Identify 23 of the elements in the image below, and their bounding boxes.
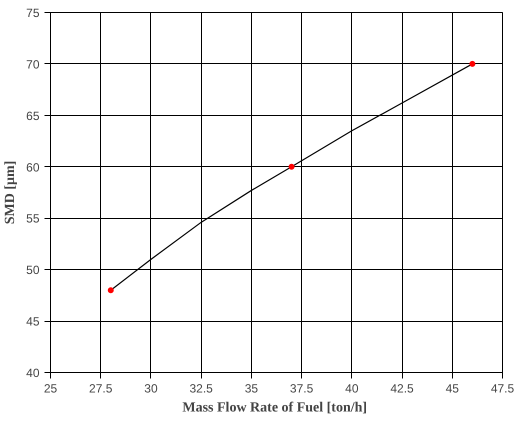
x-tick-label: 42.5 <box>390 382 414 396</box>
x-tick-label: 35 <box>244 382 258 396</box>
x-tick-label: 25 <box>44 382 58 396</box>
y-tick-label: 50 <box>26 263 40 278</box>
y-tick-label: 65 <box>26 108 40 123</box>
point <box>288 164 295 170</box>
y-tick-label: 75 <box>26 6 40 20</box>
y-axis-title: SMD [μm] <box>3 160 18 224</box>
x-tick-label: 37.5 <box>290 382 314 396</box>
x-tick-label: 40 <box>345 382 359 396</box>
y-tick-label: 40 <box>26 366 40 380</box>
y-tick-label: 55 <box>26 212 40 226</box>
x-axis-title: Mass Flow Rate of Fuel [ton/h] <box>182 400 368 416</box>
point <box>108 287 114 294</box>
x-tick-label: 30 <box>144 382 158 396</box>
x-tick-label: 32.5 <box>189 382 214 396</box>
y-tick-label: 60 <box>26 160 40 174</box>
point <box>469 60 476 67</box>
y-tick-label: 45 <box>26 314 40 329</box>
x-tick-label: 27.5 <box>89 382 113 396</box>
x-tick-label: 47.5 <box>490 382 515 396</box>
y-tick-label: 70 <box>26 57 40 72</box>
x-tick-label: 45 <box>446 382 460 396</box>
